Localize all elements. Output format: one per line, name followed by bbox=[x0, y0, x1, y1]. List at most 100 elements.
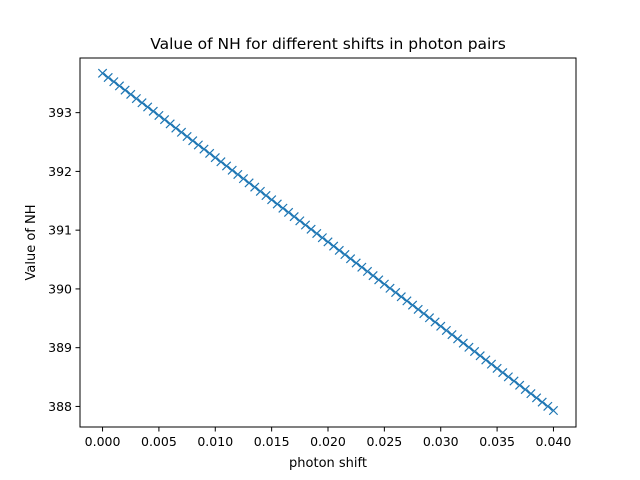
data-point-marker bbox=[323, 237, 333, 247]
data-point-marker bbox=[447, 330, 457, 340]
data-point-marker bbox=[272, 199, 282, 209]
data-point-marker bbox=[334, 245, 344, 255]
y-tick-label: 393 bbox=[48, 105, 72, 120]
data-point-marker bbox=[402, 296, 412, 306]
data-point-marker bbox=[430, 317, 440, 327]
data-point-marker bbox=[182, 131, 192, 142]
y-tick-label: 388 bbox=[48, 399, 72, 414]
y-tick-label: 389 bbox=[48, 340, 72, 355]
data-point-marker bbox=[509, 376, 519, 386]
x-axis-ticks: 0.000 0.005 0.010 0.015 0.020 0.025 0.030 0.035… bbox=[85, 427, 572, 449]
data-point-marker bbox=[148, 106, 158, 116]
data-point-marker bbox=[250, 182, 260, 192]
data-point-marker bbox=[379, 279, 389, 289]
data-point-marker bbox=[374, 275, 384, 285]
data-point-marker bbox=[486, 359, 497, 369]
data-point-marker bbox=[126, 89, 136, 99]
data-point-marker bbox=[526, 389, 536, 399]
data-point-marker bbox=[464, 342, 474, 352]
data-point-marker bbox=[419, 308, 429, 319]
y-axis-ticks: 388 389 390 391 392 393 bbox=[48, 105, 80, 414]
data-point-marker bbox=[362, 266, 373, 277]
data-point-marker bbox=[436, 321, 446, 331]
data-point-marker bbox=[165, 119, 175, 129]
data-point-marker bbox=[216, 157, 226, 167]
data-point-marker bbox=[137, 98, 147, 108]
x-tick-label: 0.015 bbox=[254, 434, 290, 449]
x-tick-label: 0.030 bbox=[423, 434, 459, 449]
data-point-marker bbox=[300, 220, 311, 230]
data-point-marker bbox=[283, 207, 294, 218]
data-point-marker bbox=[221, 161, 232, 171]
plot-area bbox=[97, 68, 559, 416]
y-tick-label: 391 bbox=[48, 223, 72, 238]
data-point-marker bbox=[543, 401, 553, 411]
data-point-marker bbox=[424, 313, 435, 323]
data-point-marker bbox=[227, 165, 237, 175]
y-tick-label: 390 bbox=[48, 281, 72, 296]
data-point-marker bbox=[531, 393, 542, 403]
data-point-marker bbox=[244, 178, 254, 188]
data-point-marker bbox=[233, 169, 243, 180]
data-point-marker bbox=[210, 152, 220, 163]
data-point-marker bbox=[368, 271, 378, 281]
x-tick-label: 0.020 bbox=[310, 434, 346, 449]
data-point-marker bbox=[317, 233, 327, 243]
data-point-marker bbox=[503, 372, 513, 382]
data-point-marker bbox=[199, 144, 209, 154]
data-point-marker bbox=[391, 287, 401, 298]
data-point-marker bbox=[492, 363, 502, 374]
data-point-marker bbox=[159, 115, 170, 125]
data-point-marker bbox=[548, 405, 559, 416]
y-tick-label: 392 bbox=[48, 164, 72, 179]
axes-frame bbox=[79, 57, 577, 428]
x-tick-label: 0.000 bbox=[85, 434, 121, 449]
x-tick-label: 0.035 bbox=[479, 434, 515, 449]
data-point-marker bbox=[469, 346, 480, 357]
data-point-marker bbox=[176, 127, 187, 137]
data-point-marker bbox=[453, 334, 463, 344]
data-point-marker bbox=[413, 304, 423, 314]
data-point-marker bbox=[329, 241, 339, 251]
data-point-marker bbox=[351, 258, 361, 268]
data-point-marker bbox=[340, 249, 350, 260]
data-point-marker bbox=[396, 292, 406, 302]
x-axis-label: photon shift bbox=[289, 456, 367, 471]
data-point-marker bbox=[475, 351, 485, 361]
data-point-marker bbox=[120, 85, 130, 95]
data-point-marker bbox=[109, 77, 119, 87]
data-point-marker bbox=[306, 224, 316, 234]
data-point-marker bbox=[97, 68, 108, 78]
data-point-marker bbox=[205, 148, 215, 159]
data-point-marker bbox=[255, 186, 265, 196]
data-point-marker bbox=[154, 110, 164, 121]
data-point-marker bbox=[261, 190, 271, 201]
x-tick-label: 0.005 bbox=[141, 434, 177, 449]
data-point-marker bbox=[289, 211, 299, 222]
data-point-marker bbox=[515, 380, 525, 390]
data-point-marker bbox=[520, 384, 530, 395]
data-point-marker bbox=[103, 72, 113, 83]
data-point-marker bbox=[114, 81, 125, 91]
data-point-marker bbox=[537, 397, 547, 407]
data-point-marker bbox=[312, 228, 322, 239]
data-point-marker bbox=[131, 93, 141, 104]
data-point-marker bbox=[171, 123, 181, 133]
data-point-marker bbox=[143, 102, 153, 112]
data-point-marker bbox=[357, 262, 367, 272]
data-point-marker bbox=[295, 216, 305, 226]
x-tick-label: 0.010 bbox=[197, 434, 233, 449]
data-point-marker bbox=[407, 300, 418, 310]
data-point-marker bbox=[238, 174, 249, 184]
chart-title: Value of NH for different shifts in phot… bbox=[150, 35, 506, 53]
data-point-marker bbox=[498, 367, 508, 378]
data-point-marker bbox=[458, 338, 468, 348]
x-tick-label: 0.040 bbox=[536, 434, 572, 449]
data-point-marker bbox=[345, 254, 356, 264]
data-point-marker bbox=[481, 355, 491, 365]
x-tick-label: 0.025 bbox=[366, 434, 402, 449]
data-point-marker bbox=[441, 325, 451, 336]
data-point-marker bbox=[278, 203, 288, 213]
data-point-marker bbox=[385, 283, 395, 293]
